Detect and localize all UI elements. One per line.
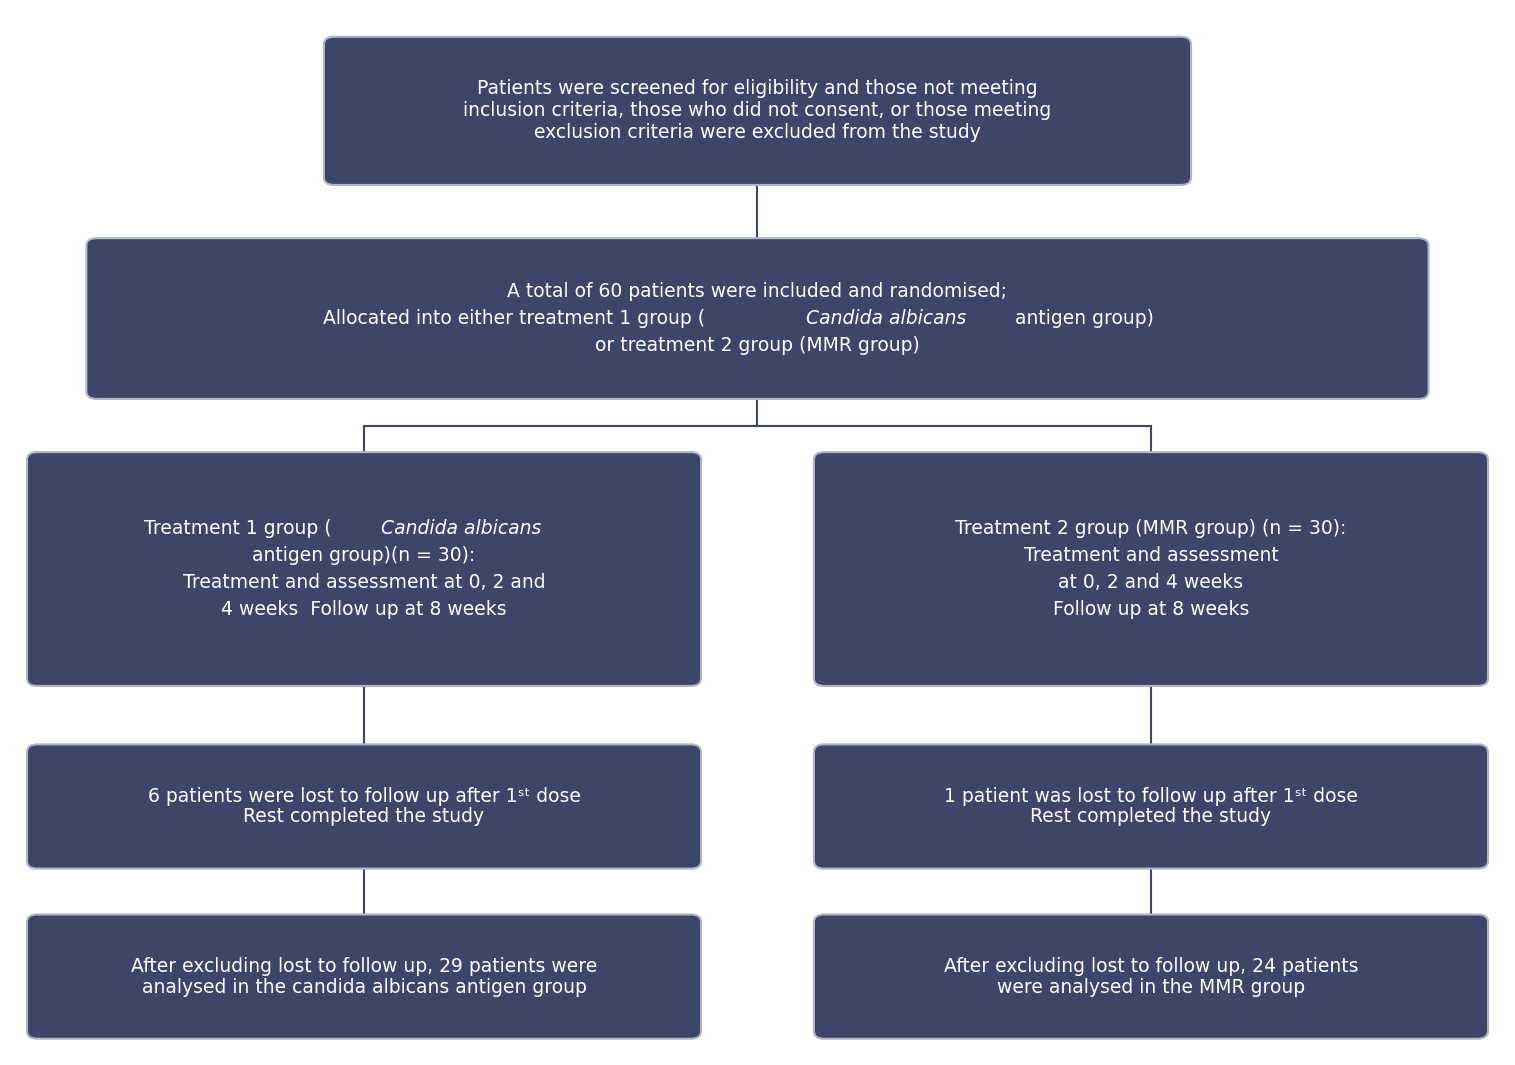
FancyBboxPatch shape [814,453,1488,686]
Text: Rest completed the study: Rest completed the study [1030,807,1271,826]
Text: antigen group)(n = 30):: antigen group)(n = 30): [253,546,476,564]
Text: 6 patients were lost to follow up after 1ˢᵗ dose: 6 patients were lost to follow up after … [147,787,580,805]
Text: 1 patient was lost to follow up after 1ˢᵗ dose: 1 patient was lost to follow up after 1ˢ… [944,787,1357,805]
FancyBboxPatch shape [86,239,1429,399]
Text: Candida albicans: Candida albicans [382,519,542,538]
Text: Allocated into either treatment 1 group (: Allocated into either treatment 1 group … [323,309,704,328]
Text: Follow up at 8 weeks: Follow up at 8 weeks [1053,601,1250,619]
Text: Treatment 2 group (MMR group) (n = 30):: Treatment 2 group (MMR group) (n = 30): [956,519,1347,538]
Text: Patients were screened for eligibility and those not meeting
inclusion criteria,: Patients were screened for eligibility a… [464,80,1051,143]
Text: Rest completed the study: Rest completed the study [244,807,485,826]
FancyBboxPatch shape [27,915,701,1038]
Text: at 0, 2 and 4 weeks: at 0, 2 and 4 weeks [1059,573,1244,592]
Text: antigen group): antigen group) [1009,309,1154,328]
Text: analysed in the candida albicans antigen group: analysed in the candida albicans antigen… [141,978,586,997]
FancyBboxPatch shape [324,37,1191,185]
Text: After excluding lost to follow up, 24 patients: After excluding lost to follow up, 24 pa… [944,956,1357,976]
FancyBboxPatch shape [814,915,1488,1038]
FancyBboxPatch shape [27,744,701,869]
FancyBboxPatch shape [27,453,701,686]
Text: or treatment 2 group (MMR group): or treatment 2 group (MMR group) [595,337,920,356]
FancyBboxPatch shape [814,744,1488,869]
Text: Treatment 1 group (: Treatment 1 group ( [144,519,332,538]
Text: Treatment and assessment at 0, 2 and: Treatment and assessment at 0, 2 and [183,573,545,592]
Text: Treatment and assessment: Treatment and assessment [1024,546,1279,564]
Text: A total of 60 patients were included and randomised;: A total of 60 patients were included and… [508,282,1007,301]
Text: After excluding lost to follow up, 29 patients were: After excluding lost to follow up, 29 pa… [130,956,597,976]
Text: were analysed in the MMR group: were analysed in the MMR group [997,978,1304,997]
Text: 4 weeks  Follow up at 8 weeks: 4 weeks Follow up at 8 weeks [221,601,508,619]
Text: Candida albicans: Candida albicans [806,309,967,328]
